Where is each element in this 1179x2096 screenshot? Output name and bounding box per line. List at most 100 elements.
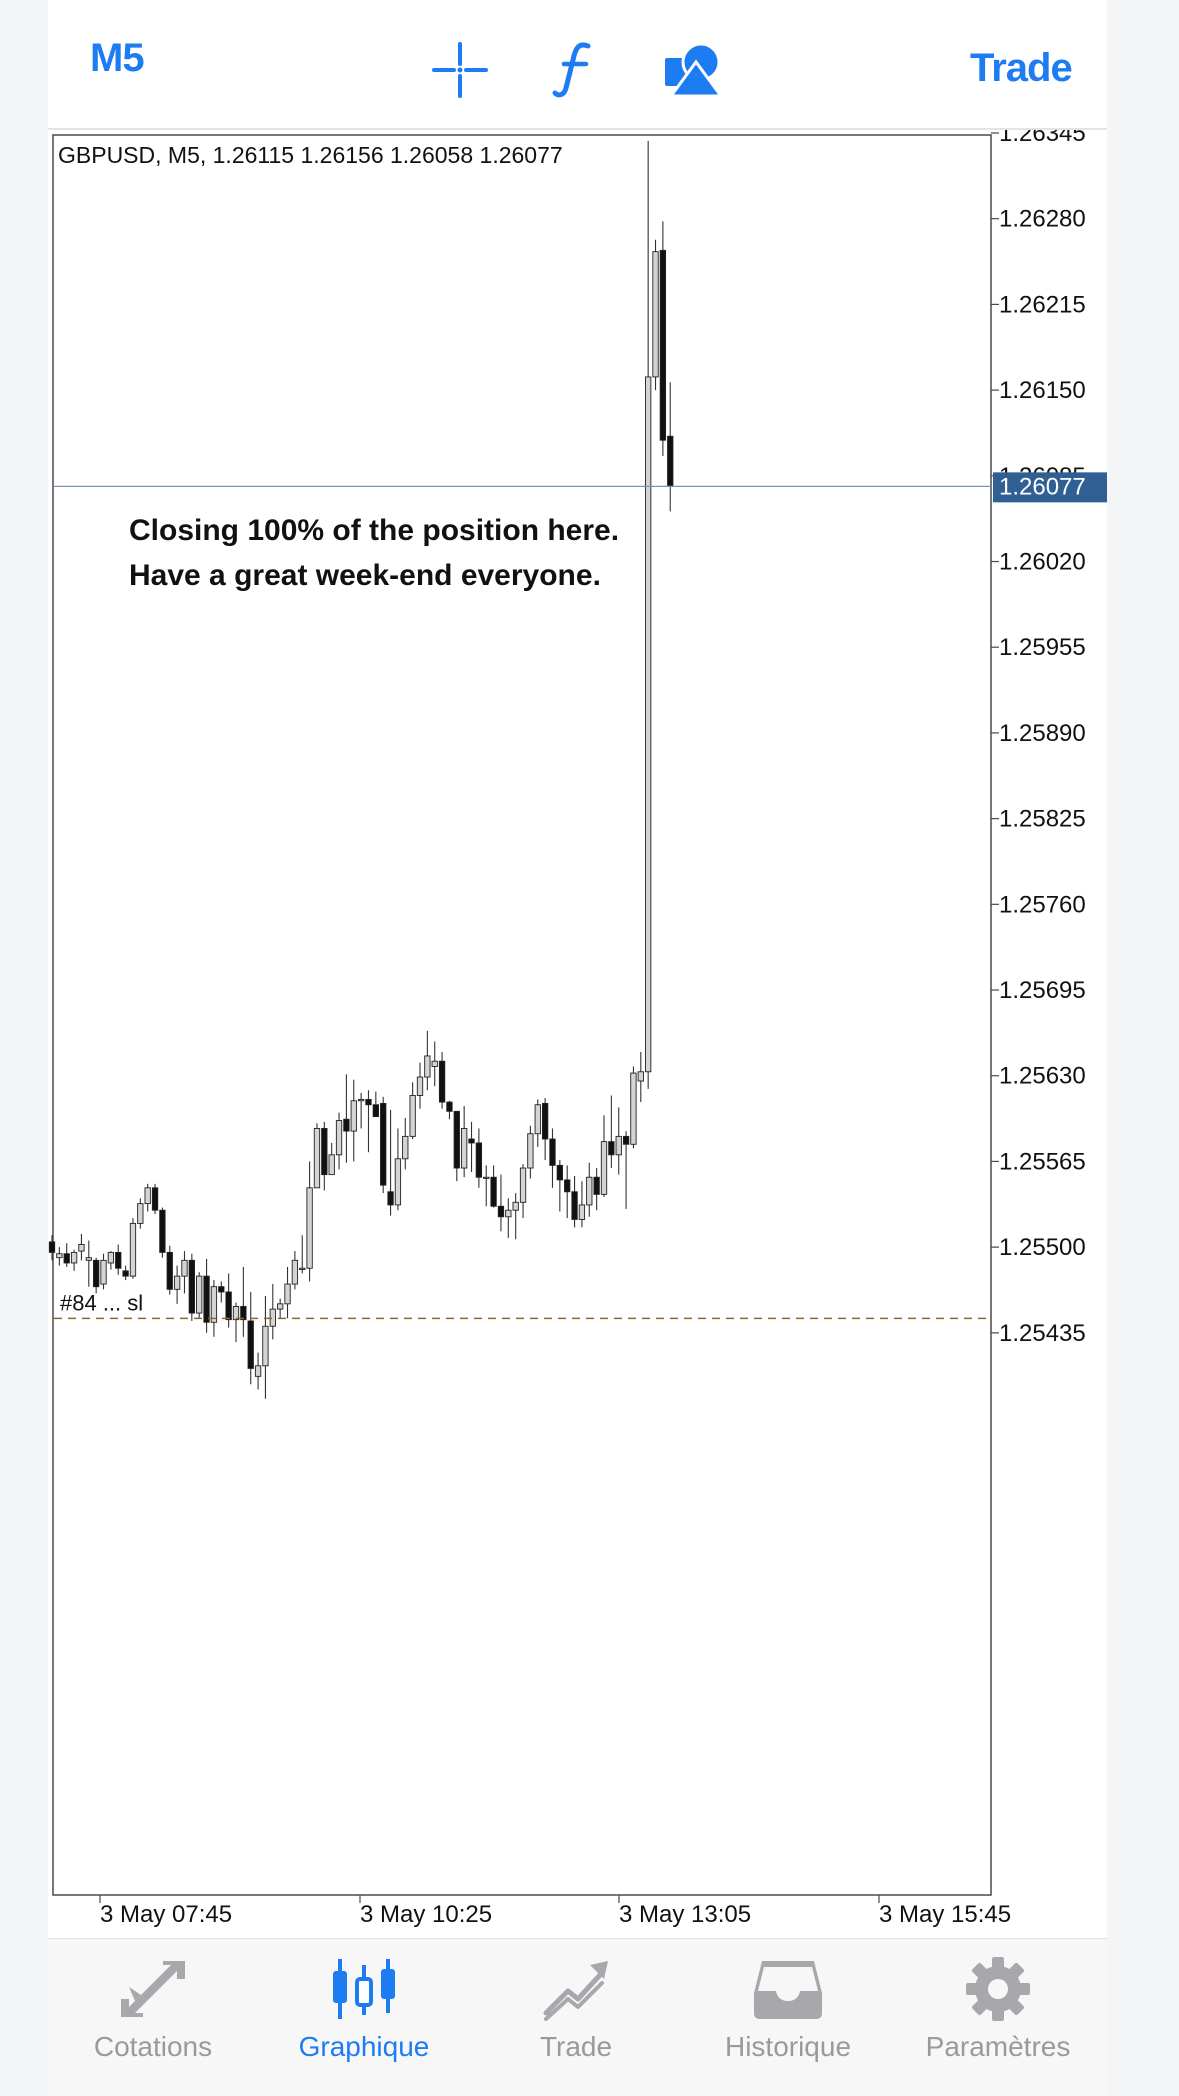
candle-body (549, 1138, 556, 1166)
candle-body (571, 1191, 578, 1220)
tab-label-parametres: Paramètres (925, 2031, 1071, 2062)
candle-body (70, 1251, 78, 1264)
candle (645, 140, 652, 1089)
tab-parametres[interactable]: Paramètres (898, 1957, 1098, 2087)
candle-body (93, 1259, 100, 1288)
candle-body (196, 1275, 203, 1314)
bottom-tab-bar: Cotations Graphique Trade (48, 1938, 1107, 2096)
candle (571, 1175, 578, 1228)
candle-body (630, 1072, 637, 1145)
candle (564, 1165, 571, 1219)
x-axis-label: 3 May 13:05 (619, 1901, 751, 1928)
candle-body (637, 1071, 644, 1082)
candle (144, 1183, 151, 1212)
candle (483, 1165, 490, 1207)
candle-body (181, 1259, 188, 1277)
candle (78, 1233, 85, 1261)
candle (622, 1131, 630, 1209)
candle (188, 1253, 195, 1321)
candle (129, 1218, 137, 1279)
y-axis-label: 1.25435 (999, 1320, 1086, 1347)
y-axis-label: 1.25630 (999, 1063, 1086, 1090)
candle (115, 1244, 122, 1275)
tab-trade[interactable]: Trade (476, 1957, 676, 2087)
timeframe-button[interactable]: M5 (90, 36, 145, 80)
candle (409, 1082, 416, 1140)
function-icon[interactable] (548, 38, 608, 98)
candle-body (519, 1167, 527, 1203)
plot-area (52, 134, 992, 1896)
candle (446, 1100, 453, 1120)
candle-body (107, 1251, 115, 1264)
candle (56, 1247, 63, 1266)
tab-label-trade: Trade (539, 2031, 613, 2062)
candle (306, 1161, 313, 1282)
candle-body (446, 1101, 453, 1112)
candle (196, 1272, 203, 1319)
candle (490, 1165, 497, 1208)
history-tray-icon (754, 1961, 822, 2019)
candle (70, 1249, 78, 1271)
candle-body (615, 1135, 622, 1156)
price-chart[interactable]: 1.263451.262801.262151.261501.260851.260… (48, 130, 1107, 1938)
candle-body (483, 1176, 490, 1179)
y-axis-label: 1.25565 (999, 1148, 1086, 1175)
candlestick-chart-canvas[interactable]: 1.263451.262801.262151.261501.260851.260… (48, 130, 1107, 1938)
candle-body (505, 1209, 512, 1218)
candle-body (173, 1275, 181, 1290)
y-axis-label: 1.25500 (999, 1234, 1086, 1261)
shapes-icon[interactable] (663, 40, 723, 100)
candle (343, 1074, 350, 1163)
y-axis-label: 1.25695 (999, 977, 1086, 1004)
trade-button[interactable]: Trade (970, 46, 1073, 90)
candle-body (144, 1187, 151, 1205)
chart-toolbar: M5 Trade (48, 0, 1107, 130)
candle-body (438, 1060, 446, 1103)
candle-body (461, 1128, 468, 1169)
order-line-label: #84 ... sl (60, 1290, 143, 1315)
candle-body (218, 1286, 225, 1293)
candle-body (431, 1060, 438, 1067)
candle (512, 1193, 519, 1240)
candle-body (63, 1253, 70, 1264)
candle (240, 1266, 247, 1337)
candle-body (313, 1128, 321, 1189)
candle (402, 1117, 409, 1170)
candle-body (541, 1102, 549, 1140)
candle-body (645, 376, 652, 1073)
candle-body (262, 1325, 269, 1367)
candle (284, 1266, 291, 1319)
candle (328, 1142, 335, 1176)
candle (394, 1128, 402, 1211)
candle (578, 1181, 586, 1228)
y-axis-label: 1.26345 (999, 130, 1086, 147)
tab-label-historique: Historique (724, 2031, 852, 2062)
y-axis-label: 1.25760 (999, 891, 1086, 918)
candle-body (387, 1191, 394, 1206)
tab-cotations[interactable]: Cotations (53, 1957, 253, 2087)
y-axis-label: 1.26150 (999, 377, 1086, 404)
candle-body (247, 1320, 254, 1369)
candle (218, 1281, 225, 1303)
candle-body (240, 1306, 247, 1321)
candle (137, 1198, 144, 1229)
y-axis-label: 1.26215 (999, 291, 1086, 318)
candle (262, 1295, 269, 1399)
candle-body (210, 1286, 218, 1323)
tab-historique[interactable]: Historique (688, 1957, 888, 2087)
candle (600, 1115, 608, 1198)
candle (586, 1162, 593, 1217)
trade-chart-icon (543, 1961, 608, 2021)
current-price-value: 1.26077 (999, 473, 1086, 500)
candle-body (48, 1241, 56, 1253)
candle (519, 1164, 527, 1219)
chart-annotation-line-1: Closing 100% of the position here. (129, 514, 619, 547)
candle-body (475, 1142, 483, 1178)
candle-body (78, 1244, 85, 1252)
tab-graphique[interactable]: Graphique (264, 1957, 464, 2087)
candle-body (534, 1104, 541, 1135)
crosshair-icon[interactable] (430, 40, 490, 100)
candle (247, 1291, 254, 1385)
candle-body (365, 1099, 372, 1106)
candle-body (328, 1154, 335, 1176)
